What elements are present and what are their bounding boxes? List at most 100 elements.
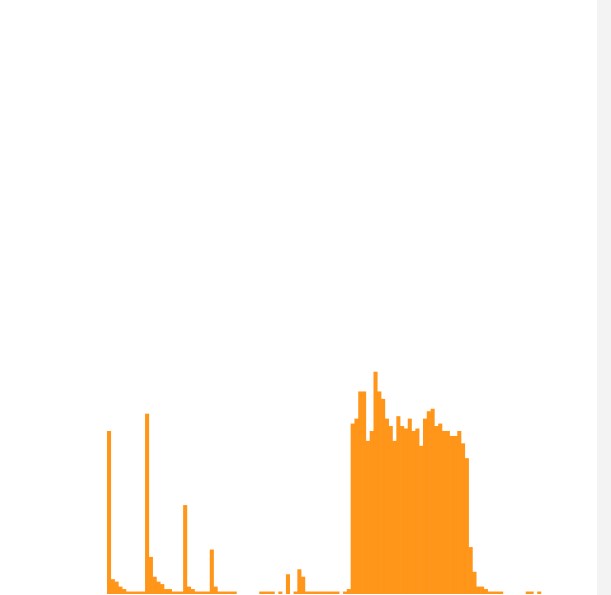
histogram-bar xyxy=(259,591,264,594)
histogram-bar xyxy=(198,591,203,594)
histogram-bar xyxy=(297,569,302,594)
histogram-bar xyxy=(129,591,134,594)
histogram-bar xyxy=(263,591,268,594)
histogram-bar xyxy=(171,591,176,594)
histogram-bar xyxy=(415,428,420,594)
histogram-bar xyxy=(449,435,454,594)
histogram-bar xyxy=(426,411,431,594)
histogram-bar xyxy=(118,586,123,594)
histogram-bar xyxy=(411,430,416,594)
histogram-bar xyxy=(483,589,488,594)
histogram-bar xyxy=(114,581,119,594)
histogram-bar xyxy=(430,408,435,594)
histogram-bar xyxy=(179,591,184,594)
histogram-bar xyxy=(461,443,466,594)
histogram-bar xyxy=(354,418,359,594)
histogram-bar xyxy=(107,430,112,594)
histogram-bar xyxy=(133,591,138,594)
histogram-bar xyxy=(164,589,169,594)
histogram-bar xyxy=(457,430,462,594)
histogram-bar xyxy=(434,426,439,594)
histogram-bar xyxy=(335,591,340,594)
histogram-bar xyxy=(301,576,306,594)
histogram-bar xyxy=(350,423,355,594)
histogram-bar xyxy=(392,440,397,594)
page-edge-gutter xyxy=(597,0,611,595)
histogram-bar xyxy=(285,574,290,594)
histogram-bar xyxy=(438,423,443,594)
histogram-bar xyxy=(384,418,389,594)
histogram-bar xyxy=(304,591,310,594)
histogram-bar xyxy=(145,413,150,594)
histogram-bar xyxy=(480,586,485,594)
histogram-bar xyxy=(232,591,237,594)
histogram-bar xyxy=(141,591,146,594)
histogram-bar xyxy=(194,591,199,594)
histogram-bar xyxy=(190,589,195,594)
histogram-bar xyxy=(122,589,127,594)
histogram-bar xyxy=(388,426,393,594)
histogram-bar xyxy=(110,579,115,594)
histogram-bar xyxy=(308,591,313,594)
histogram-bar xyxy=(373,371,378,594)
histogram-bar xyxy=(362,391,367,594)
histogram-bar xyxy=(499,591,504,594)
histogram-bar xyxy=(270,591,275,594)
histogram-bar xyxy=(148,556,153,594)
histogram-bar xyxy=(381,398,386,594)
histogram-bar xyxy=(487,591,492,594)
histogram-bar xyxy=(137,591,142,594)
histogram-bar xyxy=(183,505,188,594)
histogram-bar xyxy=(422,418,428,594)
histogram-bar xyxy=(453,435,458,594)
histogram-bar xyxy=(377,391,382,594)
histogram-bar xyxy=(217,591,222,594)
histogram-bar xyxy=(167,589,172,594)
histogram-bar xyxy=(186,586,192,594)
histogram-bar xyxy=(293,591,298,594)
histogram-bar xyxy=(316,591,321,594)
histogram-bar xyxy=(472,571,477,594)
histogram-bar xyxy=(476,586,481,594)
histogram-bar xyxy=(365,440,370,594)
histogram-bar xyxy=(266,591,271,594)
histogram-bar xyxy=(468,547,473,594)
histogram-bar xyxy=(407,418,412,594)
histogram-bar xyxy=(320,591,325,594)
histogram-bar xyxy=(228,591,233,594)
histogram-bar xyxy=(331,591,336,594)
histogram-bar xyxy=(225,591,230,594)
histogram-bar xyxy=(464,458,469,594)
histogram-bar xyxy=(396,416,401,594)
histogram-bar xyxy=(156,581,161,594)
histogram-bar xyxy=(202,591,207,594)
histogram-bar xyxy=(324,591,329,594)
histogram-bar xyxy=(160,584,165,594)
histogram-bars xyxy=(107,371,542,594)
histogram-bar xyxy=(369,430,374,594)
histogram-bar xyxy=(152,576,157,594)
histogram-bar xyxy=(529,591,534,594)
histogram-bar xyxy=(445,430,450,594)
histogram-bar xyxy=(400,426,405,594)
histogram-bar xyxy=(126,591,131,594)
histogram-bar xyxy=(278,591,283,594)
histogram-bar xyxy=(312,591,317,594)
histogram-bar xyxy=(495,591,500,594)
histogram-bar xyxy=(213,586,218,594)
histogram-bar xyxy=(209,549,214,594)
histogram-bar xyxy=(358,391,363,594)
histogram-bar xyxy=(403,428,409,594)
histogram-bar xyxy=(525,591,530,594)
histogram-bar xyxy=(419,445,424,594)
histogram-bar xyxy=(327,591,332,594)
histogram-bar xyxy=(491,591,496,594)
histogram-bar xyxy=(537,591,542,594)
histogram-bar xyxy=(221,591,226,594)
histogram-bar xyxy=(175,591,180,594)
histogram-bar xyxy=(346,589,351,594)
histogram-bar xyxy=(343,591,348,594)
histogram-bar xyxy=(205,591,211,594)
